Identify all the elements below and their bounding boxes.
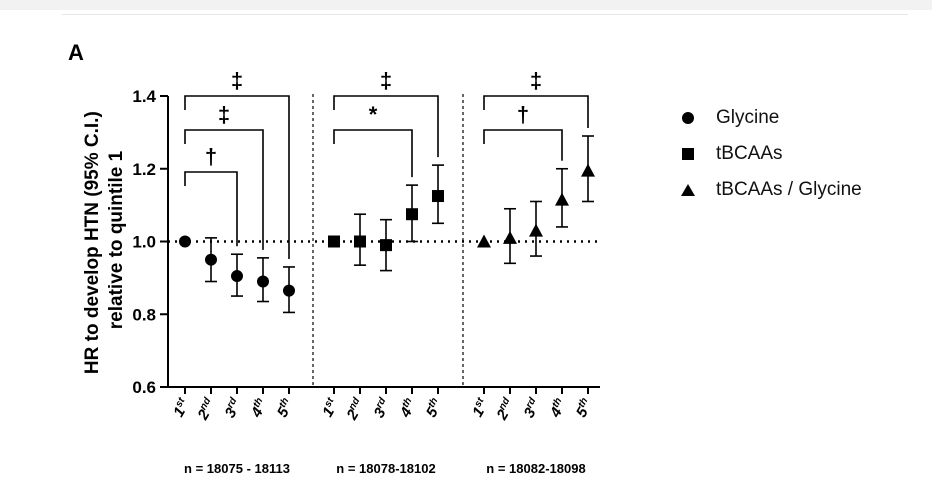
significance-bracket [333,95,439,158]
x-tick-label: 5th [572,396,596,420]
significance-symbol: † [517,102,529,127]
data-point [581,163,595,177]
data-point [555,192,569,206]
significance-bracket [184,129,264,250]
y-tick-label: 0.8 [132,305,156,324]
sample-size-label: n = 18075 - 18113 [184,461,290,476]
legend-item-tbcaas: tBCAAs [680,136,862,172]
x-tick-label: 5th [422,396,446,420]
significance-bracket [483,129,563,161]
data-point [406,208,418,221]
data-point [205,253,217,266]
significance-bracket [184,171,238,247]
top-bar [0,0,932,10]
significance-symbol: ‡ [380,68,392,93]
y-tick-label: 1.4 [132,87,156,106]
data-marks: ‡‡†‡*‡† [179,68,595,314]
significance-symbol: ‡ [530,68,542,93]
x-tick-label: 3rd [221,395,246,421]
legend-item-tbcaas-glycine: tBCAAs / Glycine [680,172,862,208]
triangle-marker-icon [680,182,696,198]
x-tick-label: 2nd [342,395,369,423]
top-divider [62,14,908,15]
y-tick-label: 0.6 [132,378,156,397]
circle-marker-icon [680,110,696,126]
significance-symbol: † [205,144,217,169]
y-axis-label: HR to develop HTN (95% C.I.) relative to… [82,106,127,374]
x-tick-label: 2nd [193,395,220,423]
y-tick-label: 1.2 [132,160,156,179]
x-tick-label: 1st [318,395,343,420]
x-tick-label: 4th [545,396,570,421]
x-tick-label: 1st [169,395,194,420]
data-point [283,284,295,297]
square-marker-icon [680,146,696,162]
panel-label: A [68,40,84,65]
legend-item-glycine: Glycine [680,100,862,136]
x-tick-label: 5th [273,396,297,420]
x-tick-label: 3rd [520,395,545,421]
data-point [328,235,340,248]
legend-label: Glycine [716,107,780,128]
legend: Glycine tBCAAs tBCAAs / Glycine [680,100,862,208]
significance-symbol: ‡ [231,68,243,93]
significance-symbol: * [369,102,378,127]
x-tick-label: 4th [395,396,420,421]
sample-size-label: n = 18078-18102 [336,461,435,476]
data-point [503,230,517,244]
data-point [179,235,191,248]
y-axis-label-line-2: relative to quintile 1 [106,150,127,329]
data-point [380,239,392,252]
significance-bracket [483,95,589,129]
data-point [257,275,269,288]
data-point [432,190,444,203]
data-point [231,270,243,283]
x-tick-label: 4th [246,396,271,421]
data-point [354,235,366,248]
y-axis-label-line-1: HR to develop HTN (95% C.I.) [82,111,103,374]
legend-label: tBCAAs [716,143,783,164]
x-tick-label: 1st [468,395,493,420]
sample-size-label: n = 18082-18098 [486,461,585,476]
x-tick-label: 3rd [370,395,395,421]
significance-bracket [333,129,413,178]
data-point [529,223,543,237]
legend-label: tBCAAs / Glycine [716,179,862,200]
y-tick-label: 1.0 [132,233,156,252]
x-tick-label: 2nd [492,395,519,423]
significance-symbol: ‡ [218,102,230,127]
significance-bracket [184,95,290,259]
data-point [477,234,491,248]
